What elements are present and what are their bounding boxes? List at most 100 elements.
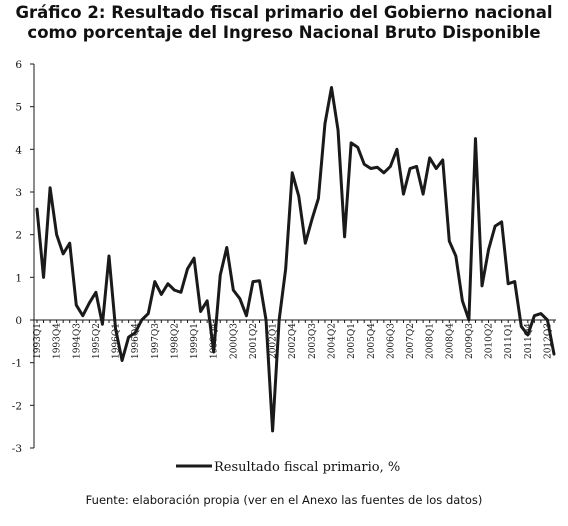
x-tick-label: 2009Q3 [465,323,475,359]
x-tick-label: 2008Q1 [426,323,436,359]
x-tick-label: 1994Q3 [72,323,82,359]
chart-title: Gráfico 2: Resultado fiscal primario del… [0,3,568,43]
x-tick-label: 2012Q3 [543,323,553,359]
data-point [356,146,359,148]
data-point [330,86,333,89]
y-tick-label: -2 [12,400,22,412]
data-point [487,248,490,251]
data-point [540,312,542,315]
data-point [258,279,261,282]
x-tick-label: 1996Q1 [112,323,122,359]
data-point [186,268,189,270]
data-point [513,280,516,283]
x-tick-label: 2011Q1 [504,323,514,359]
data-point [68,242,71,244]
x-tick-label: 2006Q3 [386,323,396,359]
data-point [49,186,51,189]
data-point [212,351,215,353]
x-tick-label: 2008Q4 [445,323,455,359]
source-note: Fuente: elaboración propia (ver en el An… [85,493,483,507]
data-point [245,314,248,317]
x-tick-label: 1995Q2 [92,323,102,359]
x-tick-label: 2004Q2 [327,323,337,359]
legend-label: Resultado fiscal primario, % [214,460,400,475]
y-tick-label: 3 [15,187,22,199]
data-point [546,319,549,321]
x-tick-label: 2007Q2 [406,323,416,359]
x-tick-label: 1993Q4 [53,323,63,359]
data-point [383,172,385,174]
data-point [95,291,97,294]
data-point [121,359,123,362]
data-point [232,289,235,291]
data-point [533,314,536,317]
data-point [225,246,228,249]
data-point [468,319,470,321]
data-point [448,240,451,242]
x-tick-label: 1996Q4 [131,323,141,359]
y-tick-label: 2 [15,230,22,242]
y-tick-label: 1 [15,272,22,284]
data-point [160,293,163,296]
data-point [62,253,64,255]
data-point [82,314,84,317]
data-point [435,167,438,170]
data-point [199,310,202,313]
data-point [441,159,444,161]
data-point [337,129,339,131]
data-point [317,197,320,200]
data-point [304,242,307,244]
data-point [481,285,483,287]
data-point [369,167,372,170]
data-point [114,327,117,330]
data-point [153,280,156,283]
data-point [291,172,294,174]
data-point [415,165,418,168]
data-point [278,319,280,321]
data-point [500,221,503,223]
chart-title-line-2: como porcentaje del Ingreso Nacional Bru… [27,23,541,42]
x-tick-label: 2001Q2 [249,323,259,359]
data-point [239,297,241,300]
y-tick-label: 6 [15,59,22,71]
data-point [389,165,392,168]
x-tick-label: 2005Q4 [367,323,377,359]
data-point [206,300,208,302]
data-point [343,236,346,238]
data-point [474,137,477,140]
data-point [553,353,555,355]
data-point [297,195,300,198]
data-point [108,255,110,257]
data-point [402,193,405,195]
x-tick-label: 1999Q1 [190,323,200,359]
data-point [42,276,45,279]
data-point [376,166,379,169]
data-point [396,148,398,151]
x-tick-label: 2005Q1 [347,323,357,359]
data-point [127,336,130,338]
data-point [494,225,496,227]
data-point [507,282,509,285]
y-tick-label: 4 [15,144,22,156]
x-tick-label: 2003Q3 [308,323,318,359]
data-point [409,167,411,170]
y-tick-label: -1 [12,358,22,370]
data-point [265,319,267,321]
y-tick-label: -3 [12,443,22,455]
data-point [520,325,523,328]
data-point [422,193,424,195]
data-point [324,122,326,125]
data-point [219,274,222,277]
x-tick-label: 2002Q4 [288,323,298,359]
y-tick-label: 5 [15,102,22,114]
data-point [271,430,274,432]
data-point [140,319,143,321]
data-point [88,302,91,304]
x-tick-label: 2000Q3 [229,323,239,359]
data-point [428,157,431,159]
x-tick-label: 1993Q1 [33,323,43,359]
data-point [101,323,104,326]
data-point [134,332,136,334]
data-point [75,304,78,306]
data-point [180,291,182,294]
